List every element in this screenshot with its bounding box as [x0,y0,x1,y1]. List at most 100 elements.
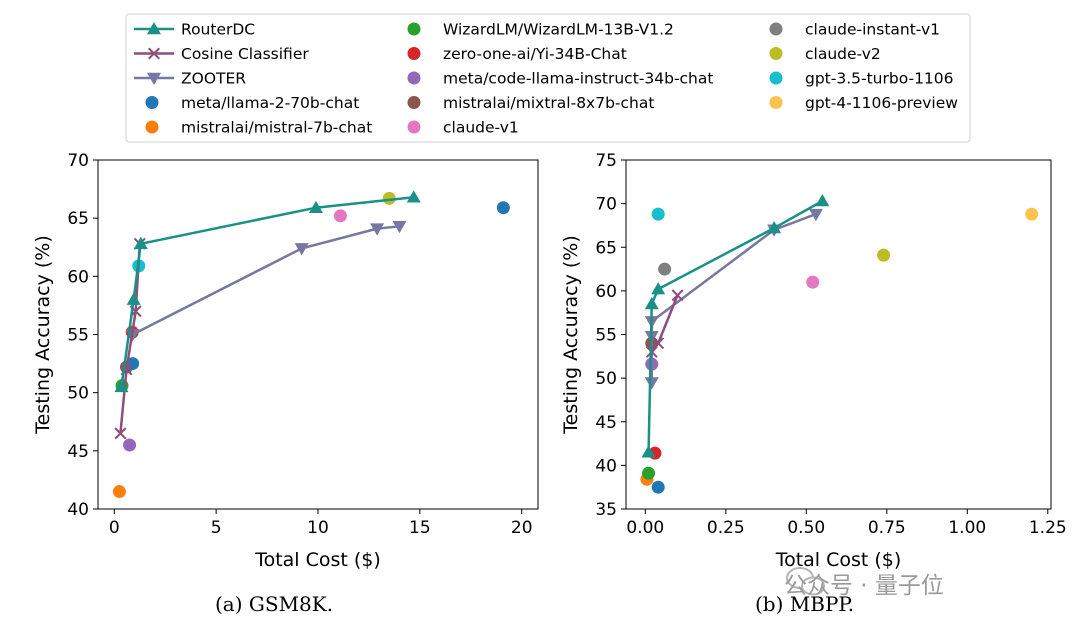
y-tick-label: 50 [67,384,89,404]
series-marker-zooter [370,223,385,236]
series-marker-cosine-classifier [114,427,127,440]
legend-marker-wizardlm-wizardlm-13b-v1-2 [407,22,421,36]
chart-panel-gsm8k: 0 5 10 15 20 40 45 50 55 60 65 70 Total Cost ($) Test… [32,151,539,571]
series-marker-routerdc [815,194,830,207]
x-tick-label: 1.25 [1029,518,1067,538]
legend-item-gpt-4-1106-preview: gpt-4-1106-preview [769,94,958,112]
y-tick-label: 45 [67,442,89,462]
legend-label-wizardlm-wizardlm-13b-v1-2: WizardLM/WizardLM-13B-V1.2 [443,21,674,39]
legend-item-meta-code-llama-instruct-34b-chat: meta/code-llama-instruct-34b-chat [407,70,713,88]
y-axis-label: Testing Accuracy (%) [32,235,54,435]
legend-label-meta-llama-2-70b-chat: meta/llama-2-70b-chat [181,94,359,112]
point-gpt-3-5-turbo-1106 [651,207,665,221]
legend-label-meta-code-llama-instruct-34b-chat: meta/code-llama-instruct-34b-chat [443,70,713,88]
series-line-routerdc [647,199,824,453]
y-tick-label: 55 [595,326,617,346]
legend-marker-mistralai-mistral-7b-chat [145,120,159,134]
series-line-routerdc [120,195,414,388]
wechat-icon [786,567,825,596]
legend-item-claude-v1: claude-v1 [407,119,519,137]
x-tick-label: 0.00 [626,518,664,538]
caption-mbpp: (b) MBPP. [755,592,855,616]
y-tick-label: 60 [67,267,89,287]
x-tick-label: 0.75 [868,518,906,538]
legend-label-routerdc: RouterDC [181,21,255,39]
series-marker-zooter [392,221,407,234]
legend-item-zooter: ZOOTER [134,70,246,88]
x-tick-label: 0.50 [787,518,825,538]
legend-marker-zooter [147,72,161,85]
y-tick-label: 65 [67,209,89,229]
x-tick-label: 1.00 [948,518,986,538]
legend-label-gpt-3-5-turbo-1106: gpt-3.5-turbo-1106 [805,70,954,88]
point-claude-v2 [877,248,891,262]
y-tick-label: 55 [67,326,89,346]
y-tick-label: 65 [595,238,617,258]
legend-item-claude-v2: claude-v2 [769,45,881,63]
series-marker-routerdc [114,379,129,393]
y-tick-label: 40 [67,500,89,520]
point-wizardlm-wizardlm-13b-v1-2 [642,466,656,480]
y-tick-label: 45 [595,413,617,433]
series-marker-routerdc [406,190,421,203]
legend-label-zooter: ZOOTER [181,70,246,88]
series-marker-routerdc [133,236,148,250]
point-claude-instant-v1 [658,262,672,276]
legend-marker-mistralai-mixtral-8x7b-chat [407,96,421,109]
series-marker-routerdc [126,292,141,305]
legend-item-zero-one-ai-yi-34b-chat: zero-one-ai/Yi-34B-Chat [407,45,627,63]
legend-marker-meta-llama-2-70b-chat [145,96,159,109]
x-tick-label: 5 [211,518,222,538]
y-tick-label: 60 [595,282,617,302]
legend-label-claude-instant-v1: claude-instant-v1 [805,21,940,39]
x-tick-label: 0.25 [707,518,745,538]
series-marker-routerdc [767,221,782,234]
y-tick-label: 75 [595,151,617,171]
legend-item-gpt-3-5-turbo-1106: gpt-3.5-turbo-1106 [769,70,954,88]
legend-marker-gpt-3-5-turbo-1106 [769,71,783,85]
x-tick-label: 20 [511,518,533,538]
legend-item-mistralai-mistral-7b-chat: mistralai/mistral-7b-chat [145,119,372,137]
x-tick-label: 0 [109,518,120,538]
point-gpt-4-1106-preview [1025,207,1039,221]
legend-marker-routerdc [147,22,161,35]
series-marker-cosine-classifier [652,337,665,350]
series-marker-routerdc [651,282,666,295]
legend-marker-gpt-4-1106-preview [769,96,783,109]
x-axis-label: Total Cost ($) [775,549,902,571]
series-marker-routerdc [641,445,656,458]
caption-gsm8k: (a) GSM8K. [215,592,334,616]
point-claude-v1 [333,209,347,223]
watermark-text: 公众号 · 量子位 [784,573,944,599]
x-tick-label: 15 [409,518,431,538]
point-claude-v1 [806,275,820,289]
y-tick-label: 70 [595,195,617,215]
legend-item-mistralai-mixtral-8x7b-chat: mistralai/mixtral-8x7b-chat [407,94,654,112]
chart-panel-mbpp: 0.00 0.25 0.50 0.75 1.00 1.25 35 40 45 50 55 60 65 70… [560,151,1067,571]
legend-item-routerdc: RouterDC [134,21,255,39]
plot-frame-mbpp [625,159,1052,510]
legend-label-cosine-classifier: Cosine Classifier [181,45,309,63]
legend-label-gpt-4-1106-preview: gpt-4-1106-preview [805,94,958,112]
series-marker-routerdc [644,296,659,310]
point-meta-code-llama-instruct-34b-chat [123,438,137,452]
legend-label-claude-v2: claude-v2 [805,45,881,63]
x-axis-label: Total Cost ($) [254,549,381,571]
legend-marker-cosine-classifier [148,47,160,60]
series-marker-zooter [644,377,659,390]
point-mistralai-mistral-7b-chat [112,485,126,499]
point-claude-v2 [382,191,396,205]
y-tick-label: 35 [595,500,617,520]
point-meta-llama-2-70b-chat [651,480,665,494]
legend-label-claude-v1: claude-v1 [443,119,519,137]
legend-item-meta-llama-2-70b-chat: meta/llama-2-70b-chat [145,94,359,112]
legend-marker-claude-v2 [769,47,783,60]
legend-marker-meta-code-llama-instruct-34b-chat [407,71,421,85]
series-marker-zooter [808,208,823,222]
point-meta-llama-2-70b-chat [496,201,510,215]
legend-label-mistralai-mistral-7b-chat: mistralai/mistral-7b-chat [181,119,372,137]
y-axis-label: Testing Accuracy (%) [560,235,582,435]
legend-label-zero-one-ai-yi-34b-chat: zero-one-ai/Yi-34B-Chat [443,45,627,63]
legend-marker-claude-v1 [407,120,421,134]
